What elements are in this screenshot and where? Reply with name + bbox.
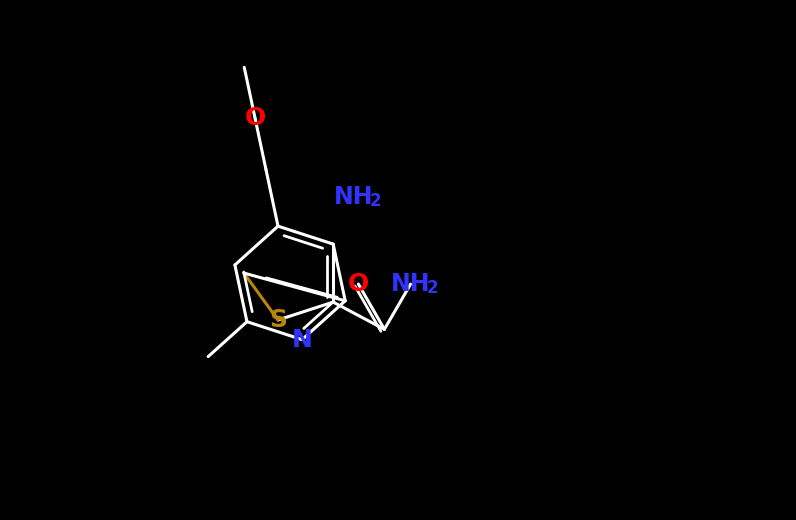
Text: N: N (291, 328, 313, 352)
Text: 2: 2 (427, 279, 439, 297)
Text: NH: NH (334, 185, 373, 209)
Text: 2: 2 (370, 192, 381, 210)
Text: O: O (348, 272, 369, 296)
Text: O: O (244, 107, 266, 131)
Text: NH: NH (391, 272, 431, 296)
Text: S: S (269, 308, 287, 332)
